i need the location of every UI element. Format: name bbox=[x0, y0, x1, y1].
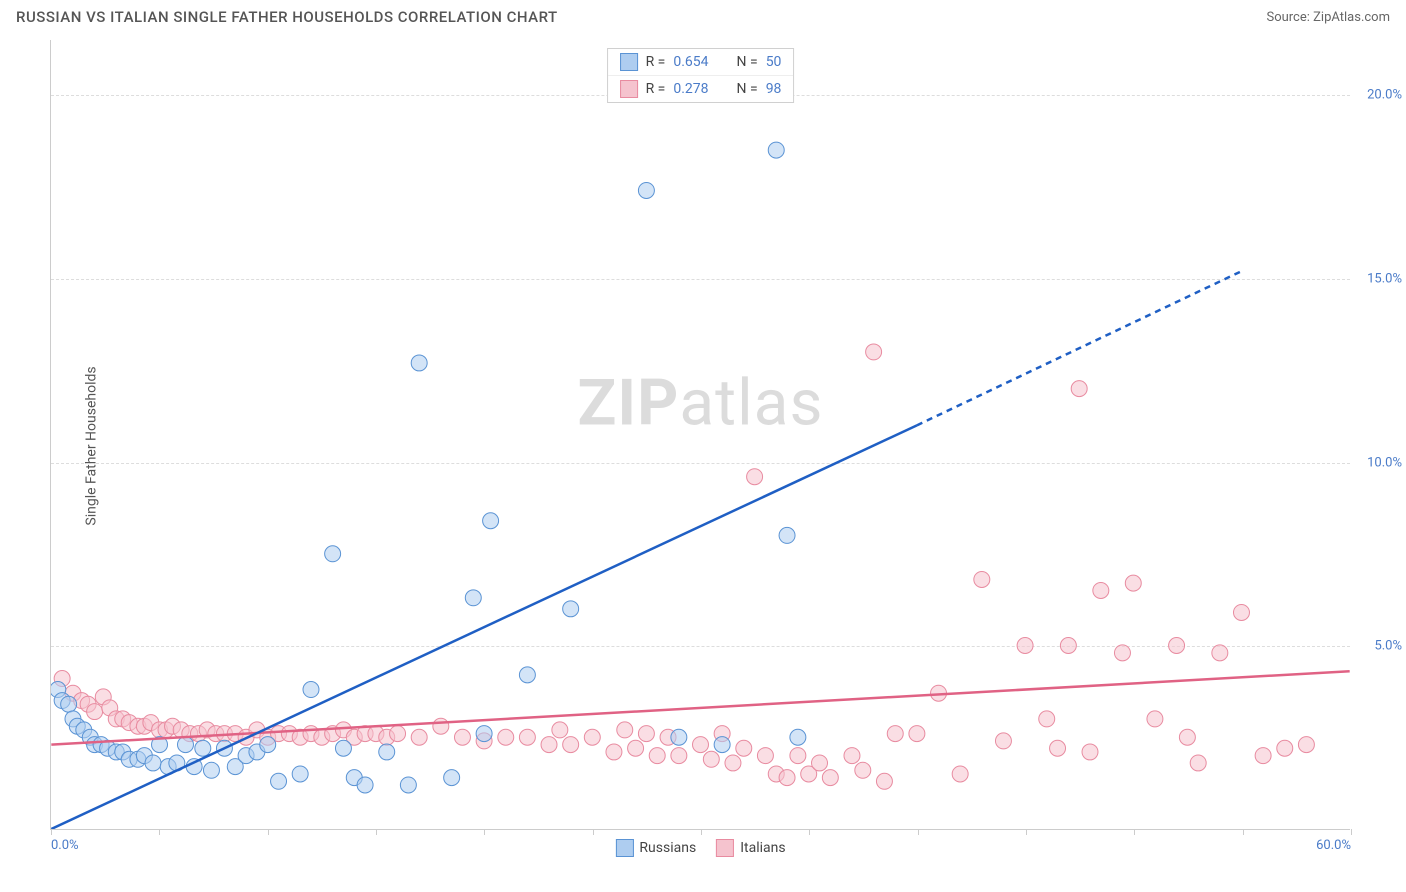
y-tick-label: 10.0% bbox=[1367, 455, 1402, 470]
x-axis-min-label: 0.0% bbox=[51, 838, 79, 853]
legend-swatch-italian bbox=[620, 80, 638, 98]
legend-stats-row-italian: R = 0.278 N = 98 bbox=[608, 75, 794, 102]
legend-swatch-russians bbox=[615, 839, 633, 857]
legend-series: Russians Italians bbox=[615, 839, 785, 857]
y-tick-label: 5.0% bbox=[1374, 639, 1402, 654]
legend-stats-box: R = 0.654 N = 50 R = 0.278 N = 98 bbox=[607, 48, 795, 103]
chart-plot-area: ZIPatlas R = 0.654 N = 50 R = 0.278 N = … bbox=[50, 40, 1350, 830]
legend-item-russians[interactable]: Russians bbox=[615, 839, 696, 857]
y-tick-label: 20.0% bbox=[1367, 88, 1402, 103]
chart-title: RUSSIAN VS ITALIAN SINGLE FATHER HOUSEHO… bbox=[16, 8, 558, 26]
scatter-plot-svg bbox=[51, 40, 1350, 829]
legend-item-italians[interactable]: Italians bbox=[716, 839, 785, 857]
legend-stats-row-russian: R = 0.654 N = 50 bbox=[608, 49, 794, 75]
source-label: Source: ZipAtlas.com bbox=[1266, 10, 1390, 25]
legend-swatch-italians bbox=[716, 839, 734, 857]
y-tick-label: 15.0% bbox=[1367, 271, 1402, 286]
x-axis-max-label: 60.0% bbox=[1316, 838, 1351, 853]
legend-swatch-russian bbox=[620, 53, 638, 71]
